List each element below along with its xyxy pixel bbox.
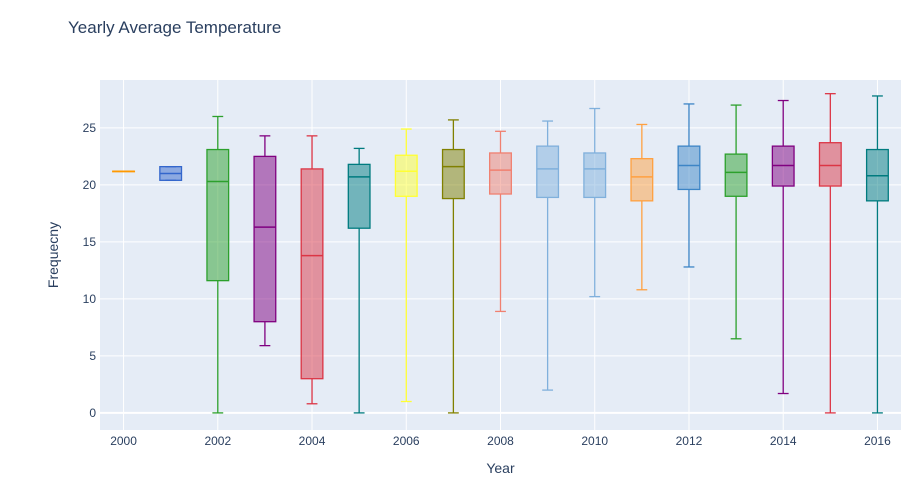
box-body (441, 148, 465, 200)
box-2013 (724, 104, 748, 340)
x-tick-label: 2010 (581, 434, 608, 448)
box-body (536, 145, 560, 199)
chart-title: Yearly Average Temperature (68, 18, 282, 37)
box-2011 (630, 123, 654, 291)
box-body (630, 158, 654, 202)
y-tick-label: 0 (89, 406, 96, 420)
y-tick-label: 5 (89, 349, 96, 363)
box-body (206, 148, 230, 282)
box-2012 (677, 103, 701, 268)
box-2005 (347, 147, 371, 414)
box-body (394, 154, 418, 197)
x-tick-label: 2000 (110, 434, 137, 448)
box-body (347, 163, 371, 229)
box-2002 (206, 115, 230, 414)
box-plots (112, 93, 889, 414)
box-body (300, 168, 324, 380)
box-2014 (771, 99, 795, 395)
box-2000 (112, 170, 136, 173)
box-2016 (865, 95, 889, 414)
y-tick-label: 25 (83, 121, 97, 135)
x-tick-label: 2002 (204, 434, 231, 448)
box-body (677, 145, 701, 191)
y-tick-label: 10 (83, 292, 97, 306)
x-axis-title: Year (486, 460, 515, 476)
box-2010 (583, 107, 607, 298)
box-2008 (489, 130, 512, 313)
box-2003 (253, 135, 277, 347)
x-tick-label: 2008 (487, 434, 514, 448)
box-2006 (394, 128, 418, 403)
y-axis-title: Frequecny (45, 222, 61, 288)
box-2009 (536, 120, 560, 391)
box-2007 (441, 119, 465, 414)
x-tick-labels: 2000 2002 2004 2006 2008 2010 2012 2014 2016 (110, 434, 891, 448)
box-body (583, 152, 607, 199)
x-tick-label: 2014 (770, 434, 797, 448)
box-2004 (300, 135, 324, 405)
box-body (489, 152, 512, 195)
box-body (818, 142, 842, 187)
x-tick-label: 2004 (299, 434, 326, 448)
box-body (253, 155, 277, 323)
box-body (724, 153, 748, 197)
x-tick-label: 2016 (864, 434, 891, 448)
box-2001 (159, 165, 183, 181)
x-tick-label: 2006 (393, 434, 420, 448)
x-tick-label: 2012 (676, 434, 703, 448)
box-2015 (818, 93, 842, 414)
y-tick-labels: 0 5 10 15 20 25 (83, 121, 97, 420)
y-tick-label: 15 (83, 235, 97, 249)
y-tick-label: 20 (83, 178, 97, 192)
